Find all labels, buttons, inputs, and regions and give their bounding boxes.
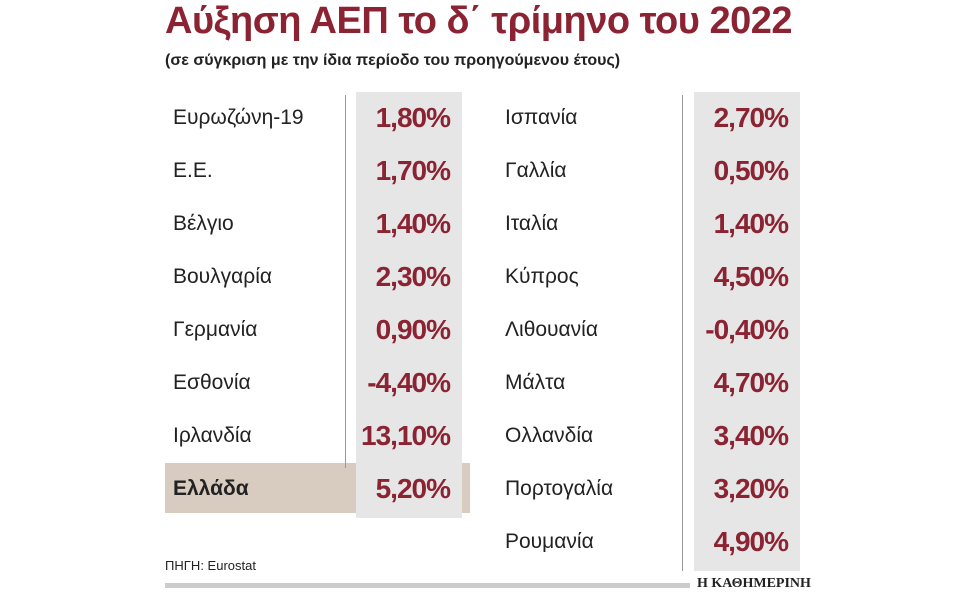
title: Αύξηση ΑΕΠ το δ΄ τρίμηνο του 2022 [165, 0, 792, 42]
row-label: Μάλτα [505, 371, 566, 394]
row-value: 1,40% [375, 208, 451, 239]
row-label: Βέλγιο [173, 212, 234, 235]
row-value: 0,50% [713, 155, 789, 186]
row-label: Βουλγαρία [173, 265, 273, 288]
row-value: 2,70% [713, 102, 789, 133]
row-value: 2,30% [375, 261, 451, 292]
row-label: Πορτογαλία [505, 477, 614, 500]
footer-bar [165, 583, 690, 588]
row-value: 5,20% [375, 473, 451, 504]
row-value: -0,40% [705, 314, 789, 345]
row-label: Ολλανδία [505, 424, 594, 447]
row-label: Ιρλανδία [173, 424, 252, 447]
brand: Η ΚΑΘΗΜΕΡΙΝΗ [697, 576, 811, 591]
row-value: 1,80% [375, 102, 451, 133]
row-value: 4,50% [713, 261, 789, 292]
row-label: Εσθονία [173, 371, 251, 394]
row-value: 1,70% [375, 155, 451, 186]
row-label: Ισπανία [505, 106, 578, 129]
row-label: Ελλάδα [173, 477, 249, 500]
row-value: 3,20% [713, 473, 789, 504]
row-value: 1,40% [713, 208, 789, 239]
row-value: -4,40% [367, 367, 451, 398]
row-value: 13,10% [361, 420, 451, 451]
source: ΠΗΓΗ: Eurostat [165, 558, 256, 573]
row-label: Γερμανία [173, 318, 258, 341]
row-label: Λιθουανία [505, 318, 598, 341]
row-value: 4,90% [713, 526, 789, 557]
row-label: Ε.Ε. [173, 159, 213, 182]
value-column [694, 92, 800, 571]
row-value: 0,90% [375, 314, 451, 345]
row-value: 4,70% [713, 367, 789, 398]
separator [345, 95, 346, 468]
row-label: Ευρωζώνη-19 [173, 106, 304, 129]
row-value: 3,40% [713, 420, 789, 451]
value-column [356, 92, 462, 518]
row-label: Κύπρος [505, 265, 579, 288]
row-label: Ιταλία [505, 212, 559, 235]
subtitle: (σε σύγκριση με την ίδια περίοδο του προ… [165, 52, 621, 69]
row-label: Ρουμανία [505, 530, 594, 553]
row-label: Γαλλία [505, 159, 567, 182]
separator [682, 95, 683, 571]
